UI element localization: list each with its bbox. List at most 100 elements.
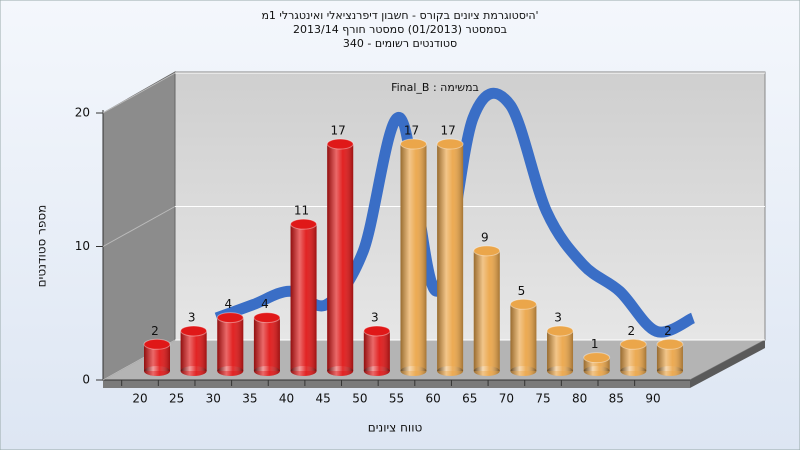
cylinder-top	[290, 218, 318, 230]
cylinder	[326, 138, 354, 376]
bar-shading	[327, 366, 354, 376]
grid-line	[102, 72, 176, 114]
x-tick-label: 45	[316, 392, 331, 406]
bar-shading	[180, 366, 207, 376]
value-label: 3	[554, 310, 562, 324]
bar-shading	[253, 317, 280, 371]
floor-edge	[690, 340, 765, 388]
bar-shading	[510, 366, 537, 376]
x-tick-label: 25	[169, 392, 184, 406]
cylinder	[546, 325, 574, 376]
chart-subtitle: סטודנטים רשומים - 340	[343, 37, 457, 50]
cylinder-top	[619, 338, 647, 350]
value-label: 1	[591, 337, 599, 351]
bar-shading	[290, 224, 317, 371]
x-tick-label: 85	[609, 392, 624, 406]
value-label: 5	[518, 284, 526, 298]
grid-line	[102, 206, 176, 247]
value-label: 17	[404, 124, 419, 138]
x-tick-label: 20	[132, 392, 147, 406]
cylinder	[619, 338, 647, 376]
cylinder	[583, 352, 611, 376]
value-label: 3	[371, 310, 379, 324]
cylinder-top	[583, 352, 611, 364]
annotation: במשימה : Final_B	[391, 81, 479, 94]
value-label: 4	[224, 297, 232, 311]
y-tick-label: 0	[82, 373, 90, 387]
bar-shading	[327, 144, 354, 371]
cylinder	[180, 325, 208, 376]
cylinder-top	[143, 338, 171, 350]
cylinder-top	[363, 325, 391, 337]
cylinder	[143, 338, 171, 376]
cylinder	[656, 338, 684, 376]
value-label: 9	[481, 230, 489, 244]
x-tick-label: 80	[572, 392, 587, 406]
bar-shading	[620, 366, 647, 376]
bar-shading	[437, 144, 464, 371]
cylinder	[436, 138, 464, 376]
value-label: 17	[440, 124, 455, 138]
chart-subtitle: בסמסטר (01/2013) סמסטר חורף 2013/14	[293, 23, 507, 36]
bar-shading	[473, 366, 500, 376]
x-tick-label: 75	[535, 392, 550, 406]
x-tick-label: 90	[645, 392, 660, 406]
x-tick-label: 40	[279, 392, 294, 406]
bar-shading	[547, 366, 574, 376]
bar-shading	[144, 366, 170, 376]
bar-shading	[547, 330, 574, 371]
x-tick-label: 55	[389, 392, 404, 406]
value-label: 2	[664, 324, 672, 338]
y-tick-label: 20	[75, 106, 90, 120]
value-label: 17	[331, 124, 346, 138]
bar-shading	[217, 317, 244, 371]
x-tick-label: 60	[425, 392, 440, 406]
value-label: 11	[294, 204, 309, 218]
bar-shading	[253, 366, 280, 376]
cylinder	[216, 312, 244, 376]
cylinder-top	[509, 298, 537, 310]
cylinder-top	[253, 312, 281, 324]
x-tick-label: 30	[206, 392, 221, 406]
cylinder	[363, 325, 391, 376]
bar-shading	[583, 366, 610, 376]
x-axis-label: טווח ציונים	[368, 421, 423, 435]
bar-shading	[217, 366, 244, 376]
value-label: 2	[627, 324, 635, 338]
bar-shading	[656, 366, 683, 376]
bar-shading	[180, 330, 207, 371]
cylinder-top	[216, 312, 244, 324]
bar-shading	[437, 366, 464, 376]
cylinder	[509, 298, 537, 376]
y-axis-label: מספר סטודנטים	[35, 205, 49, 288]
cylinder	[290, 218, 318, 376]
cylinder	[399, 138, 427, 376]
x-tick-label: 35	[242, 392, 257, 406]
floor-edge	[103, 380, 690, 388]
value-label: 4	[261, 297, 269, 311]
cylinder-top	[436, 138, 464, 150]
value-label: 2	[151, 324, 159, 338]
bar-shading	[290, 366, 317, 376]
cylinder-top	[473, 245, 501, 257]
cylinder-top	[180, 325, 208, 337]
cylinder-top	[399, 138, 427, 150]
cylinder	[253, 312, 281, 376]
bar-shading	[363, 330, 390, 371]
cylinder-top	[546, 325, 574, 337]
bar-shading	[400, 144, 427, 371]
chart-title: היסטוגרמת ציונים בקורס - חשבון דיפרנציאל…	[261, 9, 538, 22]
x-tick-label: 50	[352, 392, 367, 406]
cylinder-top	[656, 338, 684, 350]
x-tick-label: 70	[499, 392, 514, 406]
bar-shading	[363, 366, 390, 376]
value-label: 3	[188, 310, 196, 324]
cylinder	[473, 245, 501, 376]
y-tick-label: 10	[75, 239, 90, 253]
bar-shading	[510, 304, 537, 371]
cylinder-top	[326, 138, 354, 150]
x-tick-label: 65	[462, 392, 477, 406]
bar-shading	[473, 250, 500, 371]
bar-shading	[400, 366, 427, 376]
